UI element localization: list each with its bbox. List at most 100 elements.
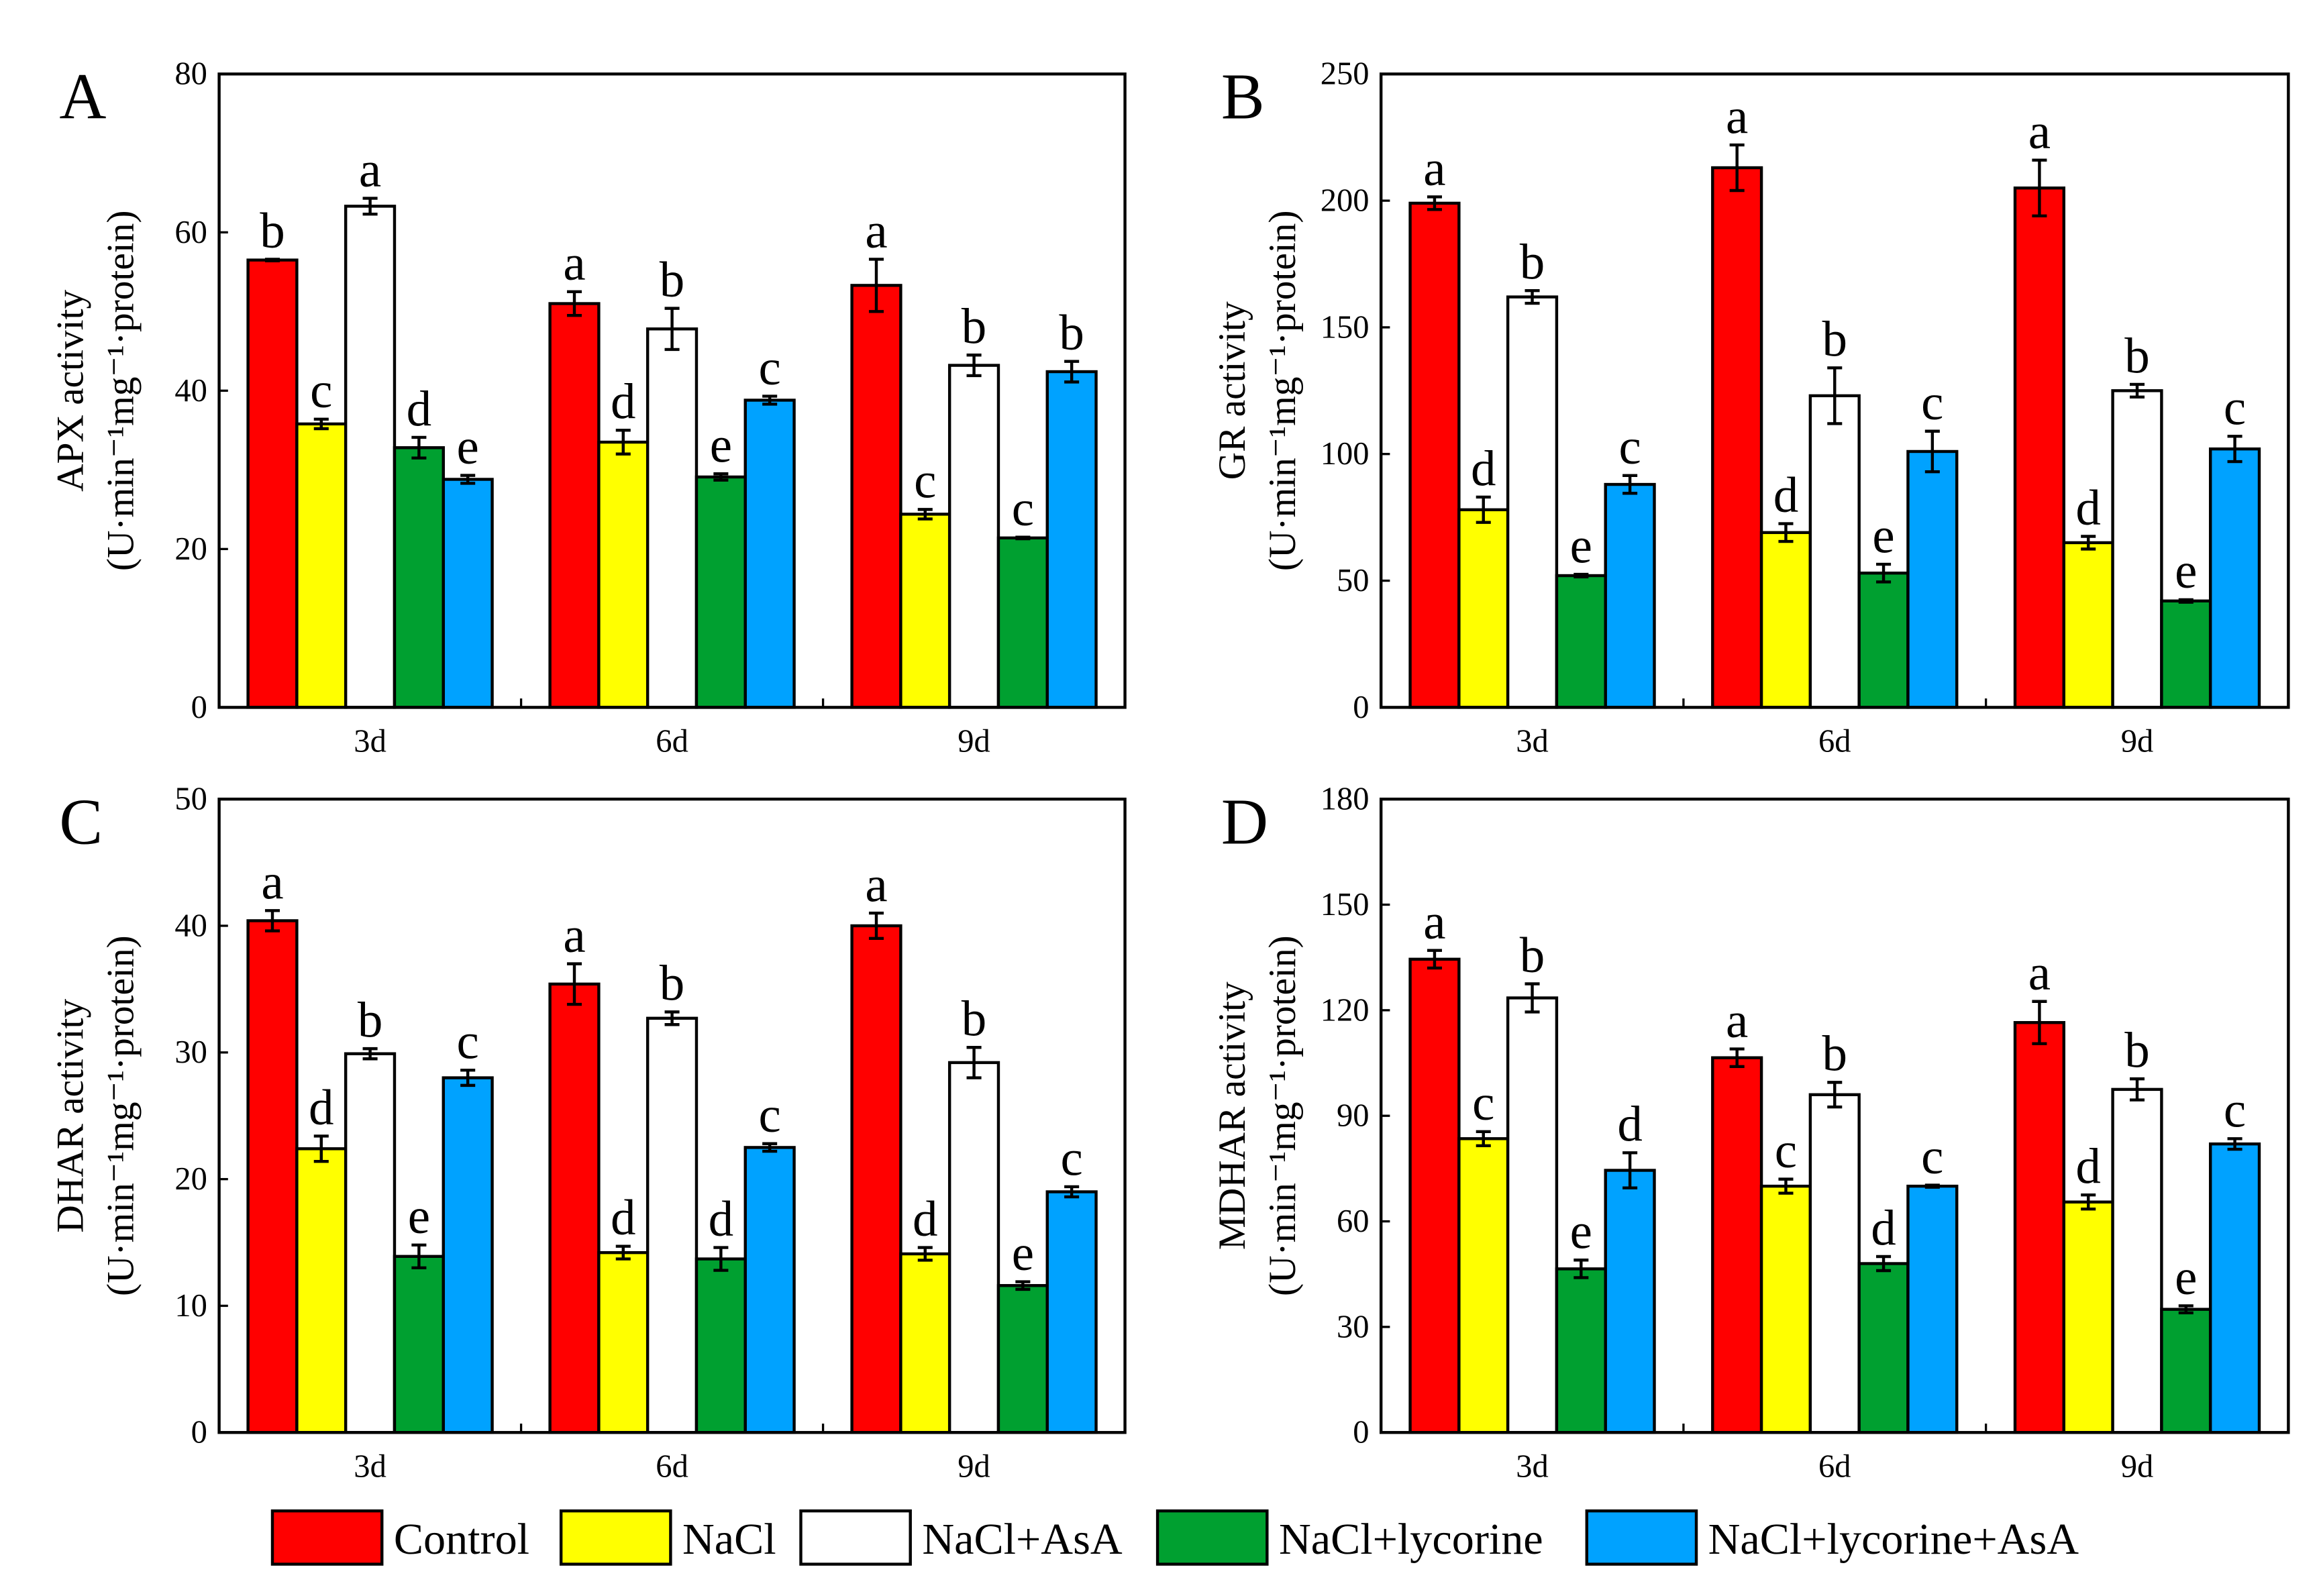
- bar-nacl-asa: [646, 327, 699, 709]
- significance-letter: c: [759, 340, 781, 396]
- error-bar: [2081, 1193, 2096, 1211]
- error-bar: [1924, 429, 1940, 474]
- y-tick-label: 0: [191, 690, 207, 725]
- bar-nacl-lycorine: [996, 1284, 1049, 1434]
- y-tick-label: 0: [1353, 1415, 1369, 1450]
- bar-nacl-asa: [1808, 394, 1861, 709]
- error-bar: [1827, 366, 1843, 425]
- significance-letter: d: [611, 1190, 636, 1246]
- chart-panel-c: C 0 10 20 30 40 50 DHAR activity (U·min⁻¹mg⁻¹·pr…: [50, 782, 1127, 1484]
- legend-label: NaCl+lycorine+AsA: [1708, 1515, 2079, 1564]
- error-bar: [2178, 598, 2194, 604]
- significance-letter: a: [261, 855, 283, 910]
- error-bar: [1427, 949, 1442, 970]
- significance-letter: a: [1726, 993, 1748, 1049]
- x-tick-label: 3d: [1516, 1448, 1549, 1484]
- legend-label: NaCl+lycorine: [1279, 1515, 1543, 1564]
- error-bar: [1729, 143, 1745, 193]
- x-tick-label: 9d: [958, 724, 990, 759]
- bar-nacl: [1457, 1137, 1510, 1434]
- bar-control: [1711, 166, 1763, 709]
- chart-panel-b: B 0 50 100 150 200 250 GR activity (U·min⁻¹mg⁻¹·…: [1211, 56, 2290, 759]
- error-bar: [1729, 1047, 1745, 1068]
- bar-control: [548, 982, 601, 1434]
- significance-letter: b: [962, 299, 986, 355]
- y-axis-label: DHAR activity: [50, 998, 92, 1232]
- significance-letter: e: [408, 1189, 430, 1244]
- bar-nacl-lycorine: [393, 446, 445, 709]
- bar-nacl-asa: [646, 1016, 699, 1434]
- panel-letter: A: [59, 60, 106, 132]
- bar-control: [2013, 1021, 2066, 1434]
- significance-letter: b: [2124, 328, 2150, 384]
- significance-letter: b: [1822, 1026, 1848, 1082]
- y-tick-label: 0: [1353, 690, 1369, 725]
- error-bar: [917, 1246, 933, 1262]
- y-axis-label: APX activity: [50, 290, 92, 492]
- x-tick-label: 3d: [354, 724, 386, 759]
- legend: Control NaCl NaCl+AsA NaCl+lycorine NaCl+lyc…: [270, 1509, 2079, 1566]
- significance-letter: b: [962, 992, 986, 1047]
- bar-nacl-lycorine: [996, 536, 1049, 709]
- bar-nacl: [597, 440, 650, 709]
- error-bar: [2081, 535, 2096, 551]
- bar-nacl: [899, 513, 951, 709]
- chart-panel-d: D 0 30 60 90 120 150 180 MDHAR activity (U·min⁻¹m…: [1211, 782, 2290, 1484]
- significance-letter: d: [1471, 441, 1496, 496]
- bar-nacl-asa: [344, 205, 397, 709]
- y-tick-label: 90: [1337, 1098, 1370, 1134]
- error-bar: [2129, 1077, 2145, 1102]
- significance-letter: a: [865, 857, 887, 912]
- error-bar: [713, 1246, 729, 1272]
- y-tick-label: 150: [1321, 309, 1370, 345]
- bar-nacl-lycorine-asa: [2208, 1142, 2261, 1434]
- significance-letter: a: [2028, 104, 2051, 160]
- bar-control: [548, 302, 601, 709]
- y-tick-label: 200: [1321, 183, 1370, 219]
- error-bar: [762, 1142, 778, 1153]
- error-bar: [313, 1134, 329, 1163]
- bar-nacl-lycorine-asa: [1906, 449, 1959, 709]
- legend-label: NaCl+AsA: [922, 1515, 1122, 1564]
- error-bar: [664, 307, 680, 352]
- bar-nacl-asa: [947, 1061, 1000, 1434]
- plot-frame: [217, 797, 1127, 1434]
- panel-letter: C: [59, 786, 103, 857]
- bar-nacl-lycorine-asa: [2208, 447, 2261, 709]
- error-bar: [615, 1244, 631, 1261]
- significance-letter: e: [457, 419, 479, 475]
- bar-nacl: [2062, 1200, 2114, 1434]
- error-bar: [966, 1046, 982, 1079]
- chart-panel-a: A 0 20 40 60 80 APX activity (U·min⁻¹mg⁻¹·prote…: [50, 56, 1127, 759]
- significance-letter: b: [1520, 235, 1545, 290]
- bar-control: [1711, 1056, 1763, 1434]
- significance-letter: c: [2224, 380, 2246, 436]
- legend-label: Control: [394, 1515, 529, 1564]
- x-tick-label: 3d: [1516, 724, 1549, 759]
- significance-letter: c: [1921, 375, 1943, 431]
- significance-letter: c: [1618, 419, 1641, 475]
- significance-letter: e: [1872, 508, 1894, 564]
- significance-letter: c: [457, 1014, 479, 1070]
- bar-nacl-lycorine: [1555, 1267, 1607, 1434]
- significance-letter: e: [1570, 1204, 1592, 1260]
- significance-letter: e: [2175, 543, 2197, 599]
- error-bar: [2178, 1304, 2194, 1315]
- bar-nacl-asa: [947, 364, 1000, 709]
- legend-swatch: [270, 1509, 384, 1566]
- error-bar: [1427, 195, 1442, 211]
- significance-letter: d: [1871, 1200, 1896, 1256]
- significance-letter: d: [611, 374, 636, 430]
- bar-nacl-asa: [1506, 295, 1559, 709]
- significance-letter: d: [1773, 468, 1799, 523]
- x-tick-label: 6d: [1818, 1448, 1851, 1484]
- significance-letter: a: [865, 203, 887, 259]
- significance-letter: d: [309, 1080, 334, 1136]
- error-bar: [1064, 1185, 1080, 1199]
- significance-letter: a: [359, 142, 381, 198]
- bar-nacl-lycorine: [1857, 1262, 1910, 1434]
- y-tick-label: 60: [1337, 1204, 1370, 1239]
- bar-nacl-lycorine: [393, 1255, 445, 1434]
- y-axis-unit: (U·min⁻¹mg⁻¹·protein): [100, 935, 142, 1296]
